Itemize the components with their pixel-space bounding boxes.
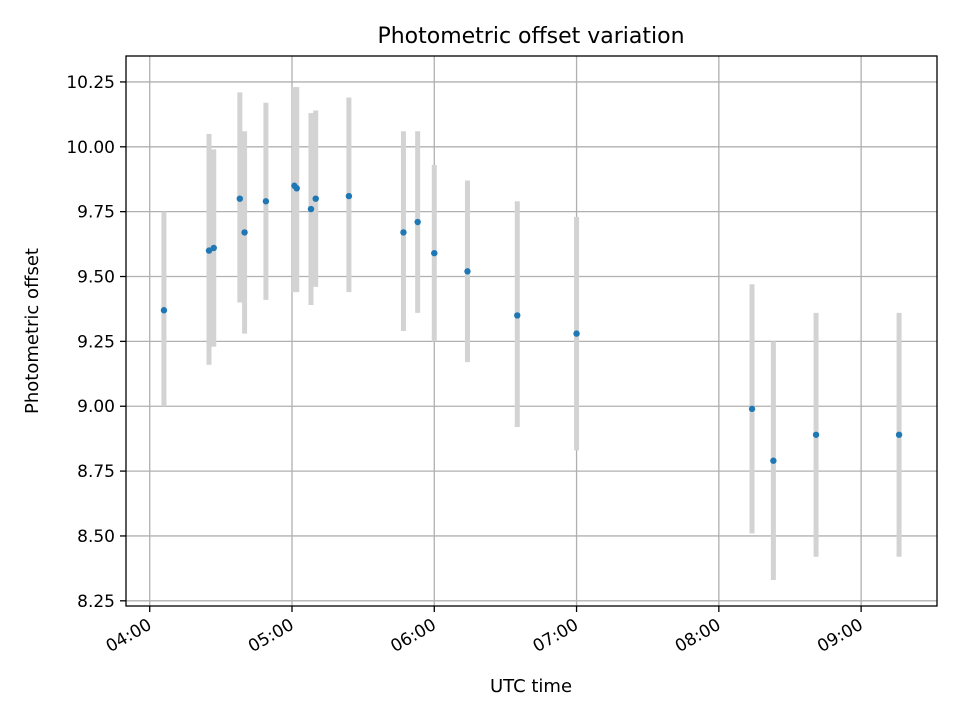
chart-title: Photometric offset variation <box>377 24 684 49</box>
data-point <box>210 244 217 252</box>
y-tick-label: 9.75 <box>77 203 115 223</box>
data-point <box>514 312 521 319</box>
data-point <box>293 185 300 192</box>
data-point <box>464 268 471 275</box>
y-tick-label: 10.00 <box>66 138 115 158</box>
data-points <box>160 182 903 464</box>
y-tick-label: 10.25 <box>66 73 115 93</box>
x-axis-label: UTC time <box>490 676 572 697</box>
data-point <box>205 247 213 254</box>
y-tick-label: 8.75 <box>77 462 115 482</box>
data-point <box>160 307 168 314</box>
y-tick-label: 8.25 <box>77 592 115 612</box>
data-point <box>770 457 777 464</box>
data-point <box>312 195 319 202</box>
grid <box>126 56 937 606</box>
data-point <box>241 229 248 236</box>
y-tick-label: 9.00 <box>77 397 115 417</box>
data-point <box>262 198 270 205</box>
axes-frame <box>125 55 938 607</box>
data-point <box>236 195 244 202</box>
data-point <box>748 405 756 413</box>
y-tick-label: 8.50 <box>77 527 115 547</box>
y-tick-label: 9.50 <box>77 268 115 288</box>
data-point <box>431 249 438 257</box>
data-point <box>895 431 903 438</box>
data-point <box>573 330 580 337</box>
data-point <box>414 218 421 226</box>
data-point <box>812 431 820 438</box>
y-axis-ticks: 8.25 8.50 8.75 9.00 9.25 9.50 9.75 10.00 10.25 <box>66 73 126 612</box>
y-axis-label: Photometric offset <box>22 248 43 414</box>
y-tick-label: 9.25 <box>77 332 115 352</box>
data-point <box>345 192 353 200</box>
data-point <box>307 205 315 213</box>
data-point <box>400 229 407 236</box>
